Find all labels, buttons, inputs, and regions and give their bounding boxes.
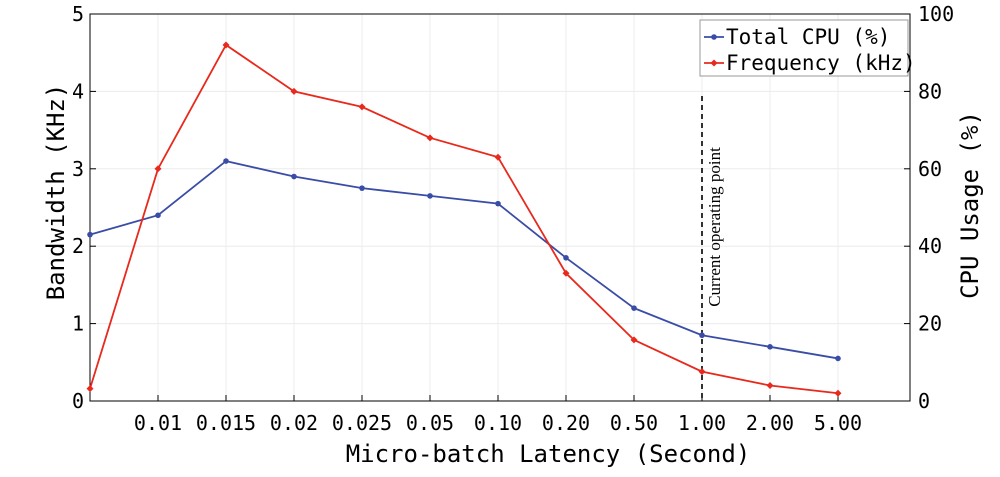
data-point-total-cpu [155, 212, 161, 219]
left-tick-label: 3 [72, 157, 84, 181]
x-tick-label: 1.00 [678, 411, 726, 435]
legend-label-frequency: Frequency (kHz) [726, 51, 916, 75]
x-axis-title: Micro-batch Latency (Second) [346, 440, 751, 468]
left-tick-label: 0 [72, 389, 84, 413]
data-point-total-cpu [767, 344, 773, 350]
left-tick-label: 2 [72, 234, 84, 258]
data-point-frequency-khz [290, 87, 298, 95]
legend-label-total-cpu: Total CPU (%) [726, 25, 890, 49]
data-point-total-cpu [87, 231, 93, 238]
legend-box [699, 19, 909, 77]
right-tick-label: 100 [918, 2, 954, 26]
data-point-frequency-khz [630, 336, 638, 344]
plot-frame [89, 13, 911, 402]
left-axis-title: Bandwidth (KHz) [42, 84, 70, 301]
data-point-total-cpu [699, 332, 705, 339]
x-tick-label: 5.00 [814, 411, 862, 435]
data-point-frequency-khz [834, 389, 842, 397]
x-tick-label: 0.01 [134, 411, 182, 435]
data-point-frequency-khz [154, 165, 162, 173]
data-point-frequency-khz [426, 134, 434, 142]
right-axis: 0 20 40 60 80 100 [904, 2, 954, 413]
data-point-total-cpu [359, 185, 365, 191]
x-tick-label: 0.05 [406, 411, 454, 435]
data-point-frequency-khz [562, 269, 570, 277]
data-point-total-cpu [223, 158, 229, 164]
series-line-total-cpu [89, 160, 839, 360]
left-axis: 0 1 2 3 4 5 [72, 2, 96, 413]
right-tick-label: 40 [918, 234, 942, 258]
x-tick-label: 0.10 [474, 411, 522, 435]
data-point-total-cpu [495, 200, 501, 207]
data-point-frequency-khz [358, 103, 366, 111]
data-point-total-cpu [291, 173, 297, 180]
data-point-frequency-khz [222, 41, 230, 49]
data-point-frequency-khz [766, 382, 774, 390]
data-point-total-cpu [563, 255, 569, 261]
data-point-total-cpu [427, 193, 433, 199]
x-tick-label: 0.50 [610, 411, 658, 435]
x-tick-label: 0.025 [332, 411, 392, 435]
data-point-frequency-khz [698, 368, 706, 376]
x-tick-label: 0.02 [270, 411, 318, 435]
right-tick-label: 60 [918, 157, 942, 181]
x-tick-label: 0.015 [196, 411, 256, 435]
data-point-frequency-khz [494, 153, 502, 161]
right-tick-label: 0 [918, 389, 930, 413]
right-axis-title: CPU Usage (%) [956, 111, 984, 299]
x-tick-label: 0.20 [542, 411, 590, 435]
data-point-frequency-khz [86, 385, 94, 393]
right-tick-label: 20 [918, 312, 942, 336]
data-point-total-cpu [835, 355, 841, 362]
right-tick-label: 80 [918, 79, 942, 103]
legend-marker-total-cpu [711, 34, 717, 40]
series-line-frequency-khz [89, 43, 839, 395]
left-tick-label: 1 [72, 312, 84, 336]
current-operating-point-label: Current operating point [705, 147, 724, 307]
left-tick-label: 5 [72, 2, 84, 26]
x-axis: 0.01 0.015 0.02 0.025 0.05 0.10 0.20 0.50 1.00 2.… [134, 395, 862, 435]
data-point-total-cpu [631, 305, 637, 311]
x-tick-label: 2.00 [746, 411, 794, 435]
series-layer [86, 41, 842, 397]
legend-marker-frequency [710, 59, 718, 67]
left-tick-label: 4 [72, 79, 84, 103]
legend: Total CPU (%) Frequency (kHz) [699, 19, 916, 77]
